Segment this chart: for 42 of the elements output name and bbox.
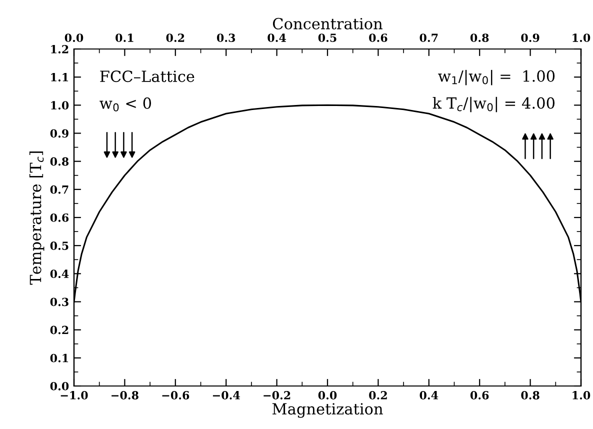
y-tick-label: 0.4 — [50, 270, 69, 278]
x2-tick-label: 0.8 — [470, 34, 489, 42]
x2-tick-label: 0.3 — [216, 34, 236, 42]
y-tick-label: 1.2 — [51, 44, 68, 54]
x2-tick-label: 0.0 — [64, 34, 84, 42]
x-tick-label: −0.6 — [162, 391, 190, 400]
x-tick-label: −0.2 — [264, 391, 290, 400]
y-tick-label: 0.8 — [50, 157, 69, 166]
x-tick-label: 0.4 — [420, 391, 438, 400]
annotation: FCC–Lattice — [100, 70, 194, 82]
x2-tick-label: 0.1 — [116, 34, 134, 42]
y-tick-label: 1.0 — [51, 101, 69, 110]
x-tick-label: 0.2 — [369, 391, 387, 400]
y-tick-label: 0.6 — [50, 213, 69, 222]
annotation: w$_{0}$ < 0 — [100, 97, 152, 112]
y-axis-title: Temperature [T$_{c}$] — [29, 152, 44, 285]
x2-tick-label: 0.6 — [369, 34, 388, 42]
x-tick-label: 0.0 — [318, 391, 337, 400]
x-tick-label: 0.6 — [470, 391, 489, 400]
x2-tick-label: 0.7 — [420, 34, 438, 42]
y-tick-label: 1.1 — [51, 73, 68, 82]
x-tick-label: −0.4 — [212, 391, 240, 400]
annotation: w$_{1}$/|w$_{0}$| = 1.00 — [438, 70, 555, 86]
x-tick-label: 1.0 — [572, 391, 590, 400]
annotation: k T$_{c}$/|w$_{0}$| = 4.00 — [432, 96, 555, 112]
x-tick-label: −0.8 — [112, 391, 138, 400]
x2-tick-label: 1.0 — [572, 34, 590, 42]
y-tick-label: 0.3 — [50, 298, 68, 306]
x2-tick-label: 0.5 — [318, 34, 336, 42]
x-tick-label: −1.0 — [60, 391, 88, 400]
y-tick-label: 0.1 — [50, 354, 68, 362]
y-tick-label: 0.5 — [50, 242, 68, 250]
y-tick-label: 0.2 — [50, 326, 68, 334]
x-axis-title: Magnetization — [272, 403, 383, 418]
y-tick-label: 0.9 — [50, 129, 68, 138]
x2-tick-label: 0.9 — [521, 34, 540, 42]
x2-tick-label: 0.4 — [268, 34, 286, 42]
x2-axis-title: Concentration — [272, 18, 382, 30]
y-tick-label: 0.7 — [50, 185, 68, 194]
y-tick-label: 0.0 — [50, 382, 69, 390]
x2-tick-label: 0.2 — [166, 34, 184, 42]
x-tick-label: 0.8 — [521, 391, 540, 400]
